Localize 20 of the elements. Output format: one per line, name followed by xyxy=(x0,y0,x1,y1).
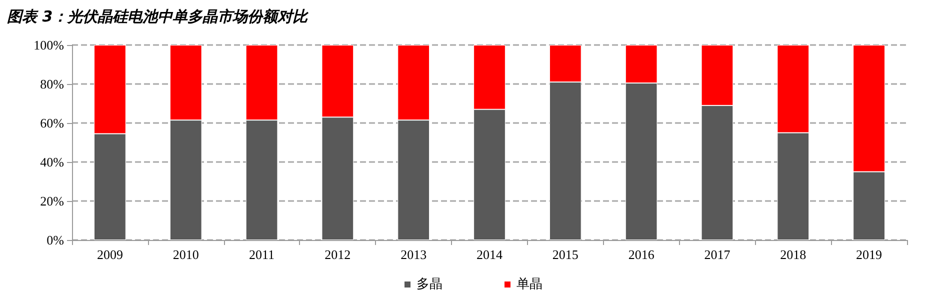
x-tick-label: 2011 xyxy=(249,247,275,262)
y-tick-label: 60% xyxy=(40,116,64,130)
legend-label: 多晶 xyxy=(416,277,442,292)
x-tick-label: 2018 xyxy=(780,247,806,262)
x-tick-label: 2013 xyxy=(400,247,427,262)
x-tick-label: 2015 xyxy=(552,247,578,262)
x-tick-label: 2012 xyxy=(324,247,351,262)
y-tick-label: 0% xyxy=(46,232,64,248)
x-tick-label: 2014 xyxy=(476,247,503,262)
x-tick-label: 2016 xyxy=(628,247,655,262)
x-tick-label: 2019 xyxy=(856,247,882,262)
y-tick-label: 20% xyxy=(40,194,64,208)
x-tick-label: 2017 xyxy=(704,247,731,262)
y-tick-label: 100% xyxy=(34,38,64,52)
y-tick-label: 40% xyxy=(40,154,64,170)
legend-label: 单晶 xyxy=(516,277,542,292)
x-tick-label: 2010 xyxy=(172,247,199,262)
chart-title: 图表 3：光伏晶硅电池中单多晶市场份额对比 xyxy=(7,8,310,26)
y-tick-label: 80% xyxy=(40,76,64,92)
x-tick-label: 2009 xyxy=(96,247,123,262)
